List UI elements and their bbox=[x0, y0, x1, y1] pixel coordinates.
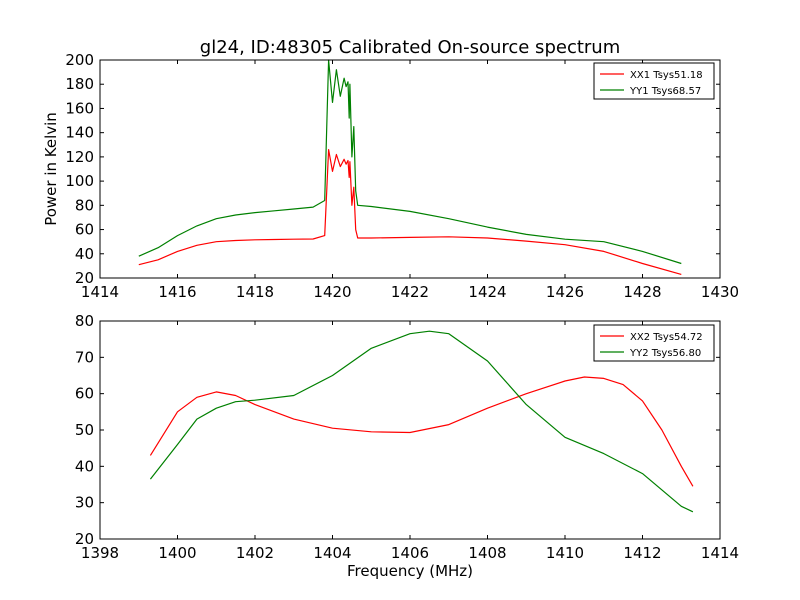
y-tick-label: 140 bbox=[65, 124, 94, 142]
y-tick-label: 180 bbox=[65, 75, 94, 93]
y-tick-label: 160 bbox=[65, 99, 94, 117]
x-tick-label: 1404 bbox=[313, 544, 351, 562]
series-line-xx1 bbox=[138, 149, 682, 275]
series-line-yy1 bbox=[138, 59, 682, 265]
y-tick-label: 50 bbox=[75, 421, 94, 439]
top-panel-y-ticks: 20 40 60 80 100 120 140 160 180 200 bbox=[65, 51, 720, 287]
y-tick-label: 70 bbox=[75, 348, 94, 366]
x-tick-label: 1412 bbox=[623, 544, 661, 562]
top-panel-legend: XX1 Tsys51.18 YY1 Tsys68.57 bbox=[593, 62, 715, 100]
y-tick-label: 80 bbox=[75, 312, 94, 330]
x-tick-label: 1418 bbox=[236, 283, 274, 301]
x-tick-label: 1422 bbox=[391, 283, 429, 301]
x-tick-label: 1424 bbox=[468, 283, 506, 301]
x-tick-label: 1400 bbox=[158, 544, 196, 562]
y-tick-label: 200 bbox=[65, 51, 94, 69]
y-tick-label: 20 bbox=[75, 530, 94, 548]
chart-title: gl24, ID:48305 Calibrated On-source spec… bbox=[200, 37, 620, 58]
top-panel: 1414 1416 1418 1420 1422 1424 1426 1428 1430 20 4… bbox=[42, 51, 739, 301]
x-tick-label: 1408 bbox=[468, 544, 506, 562]
series-line-yy2 bbox=[149, 330, 694, 513]
legend-label-yy2: YY2 Tsys56.80 bbox=[629, 348, 701, 359]
series-line-xx2 bbox=[149, 376, 694, 487]
top-panel-y-axis-label: Power in Kelvin bbox=[42, 112, 60, 226]
y-tick-label: 40 bbox=[75, 457, 94, 475]
y-tick-label: 20 bbox=[75, 269, 94, 287]
y-tick-label: 100 bbox=[65, 172, 94, 190]
y-tick-label: 40 bbox=[75, 245, 94, 263]
bottom-panel-legend-box bbox=[593, 324, 715, 362]
y-tick-label: 80 bbox=[75, 196, 94, 214]
x-tick-label: 1414 bbox=[81, 283, 119, 301]
y-tick-label: 60 bbox=[75, 385, 94, 403]
x-tick-label: 1430 bbox=[701, 283, 739, 301]
top-panel-series-lines bbox=[138, 59, 682, 275]
y-tick-label: 120 bbox=[65, 148, 94, 166]
bottom-panel-y-ticks: 20 30 40 50 60 70 80 bbox=[75, 312, 720, 548]
bottom-panel-x-axis-label: Frequency (MHz) bbox=[347, 562, 473, 580]
legend-label-yy1: YY1 Tsys68.57 bbox=[629, 86, 701, 97]
x-tick-label: 1420 bbox=[313, 283, 351, 301]
top-panel-legend-box bbox=[593, 62, 715, 100]
y-tick-label: 30 bbox=[75, 494, 94, 512]
x-tick-label: 1414 bbox=[701, 544, 739, 562]
bottom-panel: 1398 1400 1402 1404 1406 1408 1410 1412 1414 20 3… bbox=[75, 312, 739, 580]
legend-label-xx1: XX1 Tsys51.18 bbox=[630, 70, 703, 81]
x-tick-label: 1426 bbox=[546, 283, 584, 301]
y-tick-label: 60 bbox=[75, 221, 94, 239]
top-panel-x-ticks: 1414 1416 1418 1420 1422 1424 1426 1428 1430 bbox=[81, 60, 739, 301]
x-tick-label: 1398 bbox=[81, 544, 119, 562]
bottom-panel-x-ticks: 1398 1400 1402 1404 1406 1408 1410 1412 1414 bbox=[81, 321, 739, 562]
bottom-panel-series-lines bbox=[149, 330, 694, 513]
bottom-panel-legend: XX2 Tsys54.72 YY2 Tsys56.80 bbox=[593, 324, 715, 362]
x-tick-label: 1416 bbox=[158, 283, 196, 301]
x-tick-label: 1402 bbox=[236, 544, 274, 562]
x-tick-label: 1406 bbox=[391, 544, 429, 562]
x-tick-label: 1428 bbox=[623, 283, 661, 301]
x-tick-label: 1410 bbox=[546, 544, 584, 562]
legend-label-xx2: XX2 Tsys54.72 bbox=[630, 332, 703, 343]
